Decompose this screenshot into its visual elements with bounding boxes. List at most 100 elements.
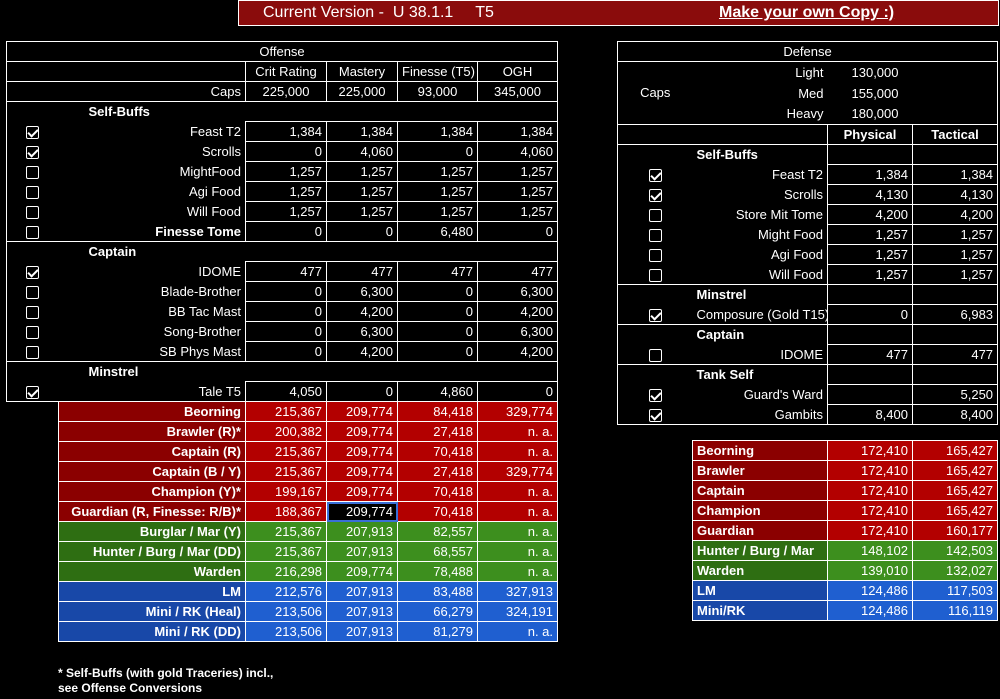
checkbox[interactable] [26,306,40,320]
class-value[interactable]: 81,279 [397,621,478,642]
checkbox[interactable] [648,169,662,183]
class-value[interactable]: 215,367 [245,441,327,462]
version-banner: Current Version - U 38.1.1 T5 Make your … [238,0,999,26]
class-value[interactable]: n. a. [476,561,559,582]
checkbox[interactable] [26,385,40,399]
checkbox[interactable] [26,126,40,140]
class-value[interactable]: 165,427 [912,460,998,481]
checkbox[interactable] [26,345,40,359]
class-value[interactable]: n. a. [476,421,559,442]
class-value[interactable]: 84,418 [397,401,478,422]
checkbox[interactable] [26,206,40,220]
class-value[interactable]: 207,913 [326,601,398,622]
class-value[interactable]: 329,774 [476,461,559,482]
buff-label: BB Tac Mast [58,301,246,322]
checkbox[interactable] [26,146,40,160]
checkbox[interactable] [648,268,662,282]
class-value[interactable]: 209,774 [326,421,398,442]
class-value[interactable]: 172,410 [827,440,913,461]
class-value[interactable]: 132,027 [912,560,998,581]
class-value[interactable]: 212,576 [245,581,327,602]
checkbox[interactable] [648,209,662,223]
class-value[interactable]: n. a. [476,501,559,522]
class-value[interactable]: 70,418 [397,441,478,462]
class-value[interactable]: 327,913 [476,581,559,602]
class-value[interactable]: 142,503 [912,540,998,561]
class-value[interactable]: 209,774 [326,441,398,462]
col-header-ogh: OGH [476,61,559,82]
class-value[interactable]: 209,774 [326,501,398,522]
class-row-guardian-r-finesse-r-b: Guardian (R, Finesse: R/B)* 188,367 209,77… [6,501,559,522]
class-value[interactable]: 209,774 [326,461,398,482]
class-value[interactable]: 215,367 [245,541,327,562]
class-value[interactable]: 209,774 [326,401,398,422]
checkbox[interactable] [26,225,40,239]
def-tank-section-row: Tank Self [617,364,999,385]
class-value[interactable]: 66,279 [397,601,478,622]
class-value[interactable]: 165,427 [912,480,998,501]
checkbox[interactable] [26,166,40,180]
class-value[interactable]: 139,010 [827,560,913,581]
class-value[interactable]: n. a. [476,481,559,502]
class-value[interactable]: n. a. [476,541,559,562]
checkbox[interactable] [26,266,40,280]
class-value[interactable]: 215,367 [245,461,327,482]
class-value[interactable]: 207,913 [326,541,398,562]
class-value[interactable]: 148,102 [827,540,913,561]
checkbox[interactable] [648,308,662,322]
class-value[interactable]: 207,913 [326,621,398,642]
buff-row-blade-brother: Blade-Brother 0 6,300 0 6,300 [6,281,559,302]
class-value[interactable]: 207,913 [326,581,398,602]
class-value[interactable]: 188,367 [245,501,327,522]
checkbox[interactable] [26,186,40,200]
class-value[interactable]: 172,410 [827,520,913,541]
class-value[interactable]: 216,298 [245,561,327,582]
class-value[interactable]: 70,418 [397,481,478,502]
class-value[interactable]: 199,167 [245,481,327,502]
class-value[interactable]: 117,503 [912,580,998,601]
class-value[interactable]: 213,506 [245,601,327,622]
class-value[interactable]: 124,486 [827,600,913,621]
class-value[interactable]: 165,427 [912,440,998,461]
class-value[interactable]: 160,177 [912,520,998,541]
checkbox[interactable] [648,229,662,243]
class-value[interactable]: 215,367 [245,401,327,422]
class-value[interactable]: 165,427 [912,500,998,521]
class-value[interactable]: n. a. [476,521,559,542]
class-value[interactable]: 82,557 [397,521,478,542]
class-value[interactable]: 215,367 [245,521,327,542]
cap-value: 225,000 [326,81,398,102]
class-value[interactable]: n. a. [476,441,559,462]
class-value[interactable]: 207,913 [326,521,398,542]
class-value[interactable]: 124,486 [827,580,913,601]
buff-label: Song-Brother [58,321,246,342]
class-value[interactable]: 27,418 [397,461,478,482]
def-captain-section-label: Captain [692,324,828,345]
buff-row-will-food: Will Food 1,257 1,257 1,257 1,257 [6,201,559,222]
class-value[interactable]: 324,191 [476,601,559,622]
class-value[interactable]: 68,557 [397,541,478,562]
checkbox[interactable] [648,408,662,422]
class-value[interactable]: 213,506 [245,621,327,642]
class-value[interactable]: 172,410 [827,480,913,501]
class-value[interactable]: 329,774 [476,401,559,422]
buff-value: 4,860 [397,381,478,402]
checkbox[interactable] [648,348,662,362]
make-copy-link[interactable]: Make your own Copy :) [719,4,895,21]
checkbox[interactable] [648,249,662,263]
checkbox[interactable] [648,189,662,203]
checkbox[interactable] [26,286,40,300]
class-value[interactable]: 209,774 [326,561,398,582]
checkbox[interactable] [648,389,662,403]
class-value[interactable]: 172,410 [827,500,913,521]
class-value[interactable]: 116,119 [912,600,998,621]
class-value[interactable]: 172,410 [827,460,913,481]
class-value[interactable]: 70,418 [397,501,478,522]
class-value[interactable]: 78,488 [397,561,478,582]
class-value[interactable]: 200,382 [245,421,327,442]
checkbox[interactable] [26,326,40,340]
class-value[interactable]: 209,774 [326,481,398,502]
class-value[interactable]: 83,488 [397,581,478,602]
class-value[interactable]: n. a. [476,621,559,642]
class-value[interactable]: 27,418 [397,421,478,442]
